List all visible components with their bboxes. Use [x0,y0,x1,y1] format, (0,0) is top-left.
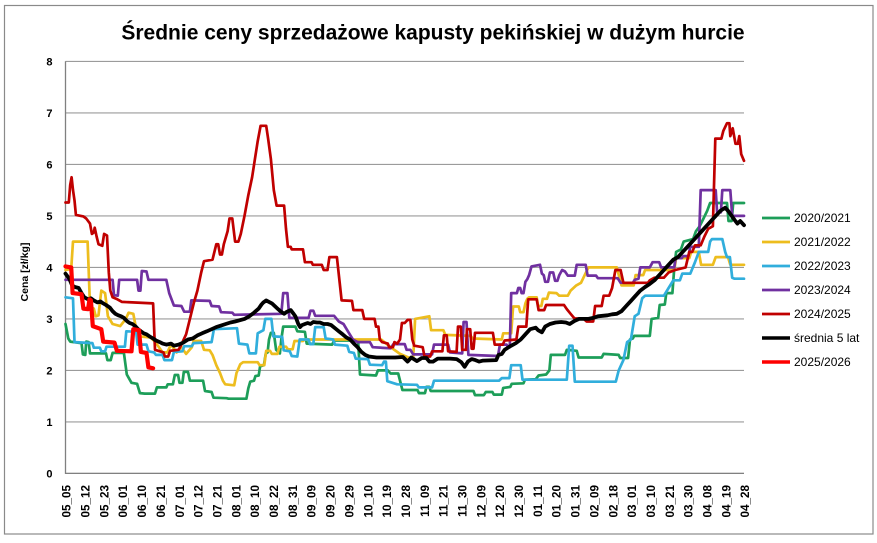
svg-text:09_09: 09_09 [306,485,319,518]
svg-text:07_21: 07_21 [212,485,225,518]
svg-text:6: 6 [46,159,52,171]
svg-text:08_31: 08_31 [287,485,300,518]
svg-text:11_09: 11_09 [419,485,432,517]
svg-text:08_22: 08_22 [268,485,281,518]
svg-text:8: 8 [46,56,52,68]
svg-text:02_09: 02_09 [588,485,601,518]
svg-text:09_29: 09_29 [343,485,356,518]
svg-text:03_10: 03_10 [645,485,658,518]
svg-text:08_10: 08_10 [249,485,262,518]
svg-text:1: 1 [46,417,52,429]
svg-text:04_19: 04_19 [720,485,733,518]
svg-text:2020/2021: 2020/2021 [794,211,851,225]
svg-text:09_20: 09_20 [325,485,338,518]
svg-text:10_10: 10_10 [362,485,375,518]
svg-text:7: 7 [46,108,52,120]
svg-text:2022/2023: 2022/2023 [794,259,851,273]
svg-text:01_20: 01_20 [551,485,564,518]
svg-text:3: 3 [46,314,52,326]
svg-text:10_28: 10_28 [400,485,413,518]
svg-text:07_12: 07_12 [193,485,206,518]
svg-text:06_10: 06_10 [136,485,149,518]
svg-text:12_30: 12_30 [513,485,526,518]
svg-text:12_20: 12_20 [494,485,507,518]
svg-text:Średnie ceny sprzedażowe kapus: Średnie ceny sprzedażowe kapusty pekińsk… [121,21,744,45]
svg-text:04_28: 04_28 [739,485,752,518]
svg-text:średnia 5 lat: średnia 5 lat [794,331,860,345]
svg-text:2024/2025: 2024/2025 [794,307,851,321]
svg-text:5: 5 [46,211,52,223]
svg-text:10_19: 10_19 [381,485,394,518]
svg-text:11_21: 11_21 [438,485,451,517]
svg-text:03_30: 03_30 [683,485,696,518]
svg-text:4: 4 [46,262,53,274]
svg-text:07_01: 07_01 [174,485,187,518]
svg-text:2023/2024: 2023/2024 [794,283,851,297]
svg-text:2021/2022: 2021/2022 [794,235,851,249]
svg-text:08_01: 08_01 [230,485,243,518]
svg-text:06_21: 06_21 [155,485,168,518]
svg-text:Cena [zł/kg]: Cena [zł/kg] [19,243,31,302]
svg-text:11_30: 11_30 [457,485,470,517]
svg-text:02_18: 02_18 [607,485,620,518]
svg-text:12_09: 12_09 [475,485,488,518]
svg-text:2025/2026: 2025/2026 [794,355,851,369]
svg-text:03_21: 03_21 [664,485,677,518]
svg-text:05_05: 05_05 [61,485,74,518]
svg-text:01_11: 01_11 [532,485,545,517]
svg-text:2: 2 [46,365,52,377]
svg-text:01_31: 01_31 [570,485,583,518]
svg-text:06_01: 06_01 [117,485,130,518]
svg-text:03_01: 03_01 [626,485,639,518]
svg-text:05_12: 05_12 [80,485,93,518]
svg-text:05_23: 05_23 [98,485,111,518]
svg-text:04_08: 04_08 [702,485,715,518]
svg-text:0: 0 [46,468,52,480]
